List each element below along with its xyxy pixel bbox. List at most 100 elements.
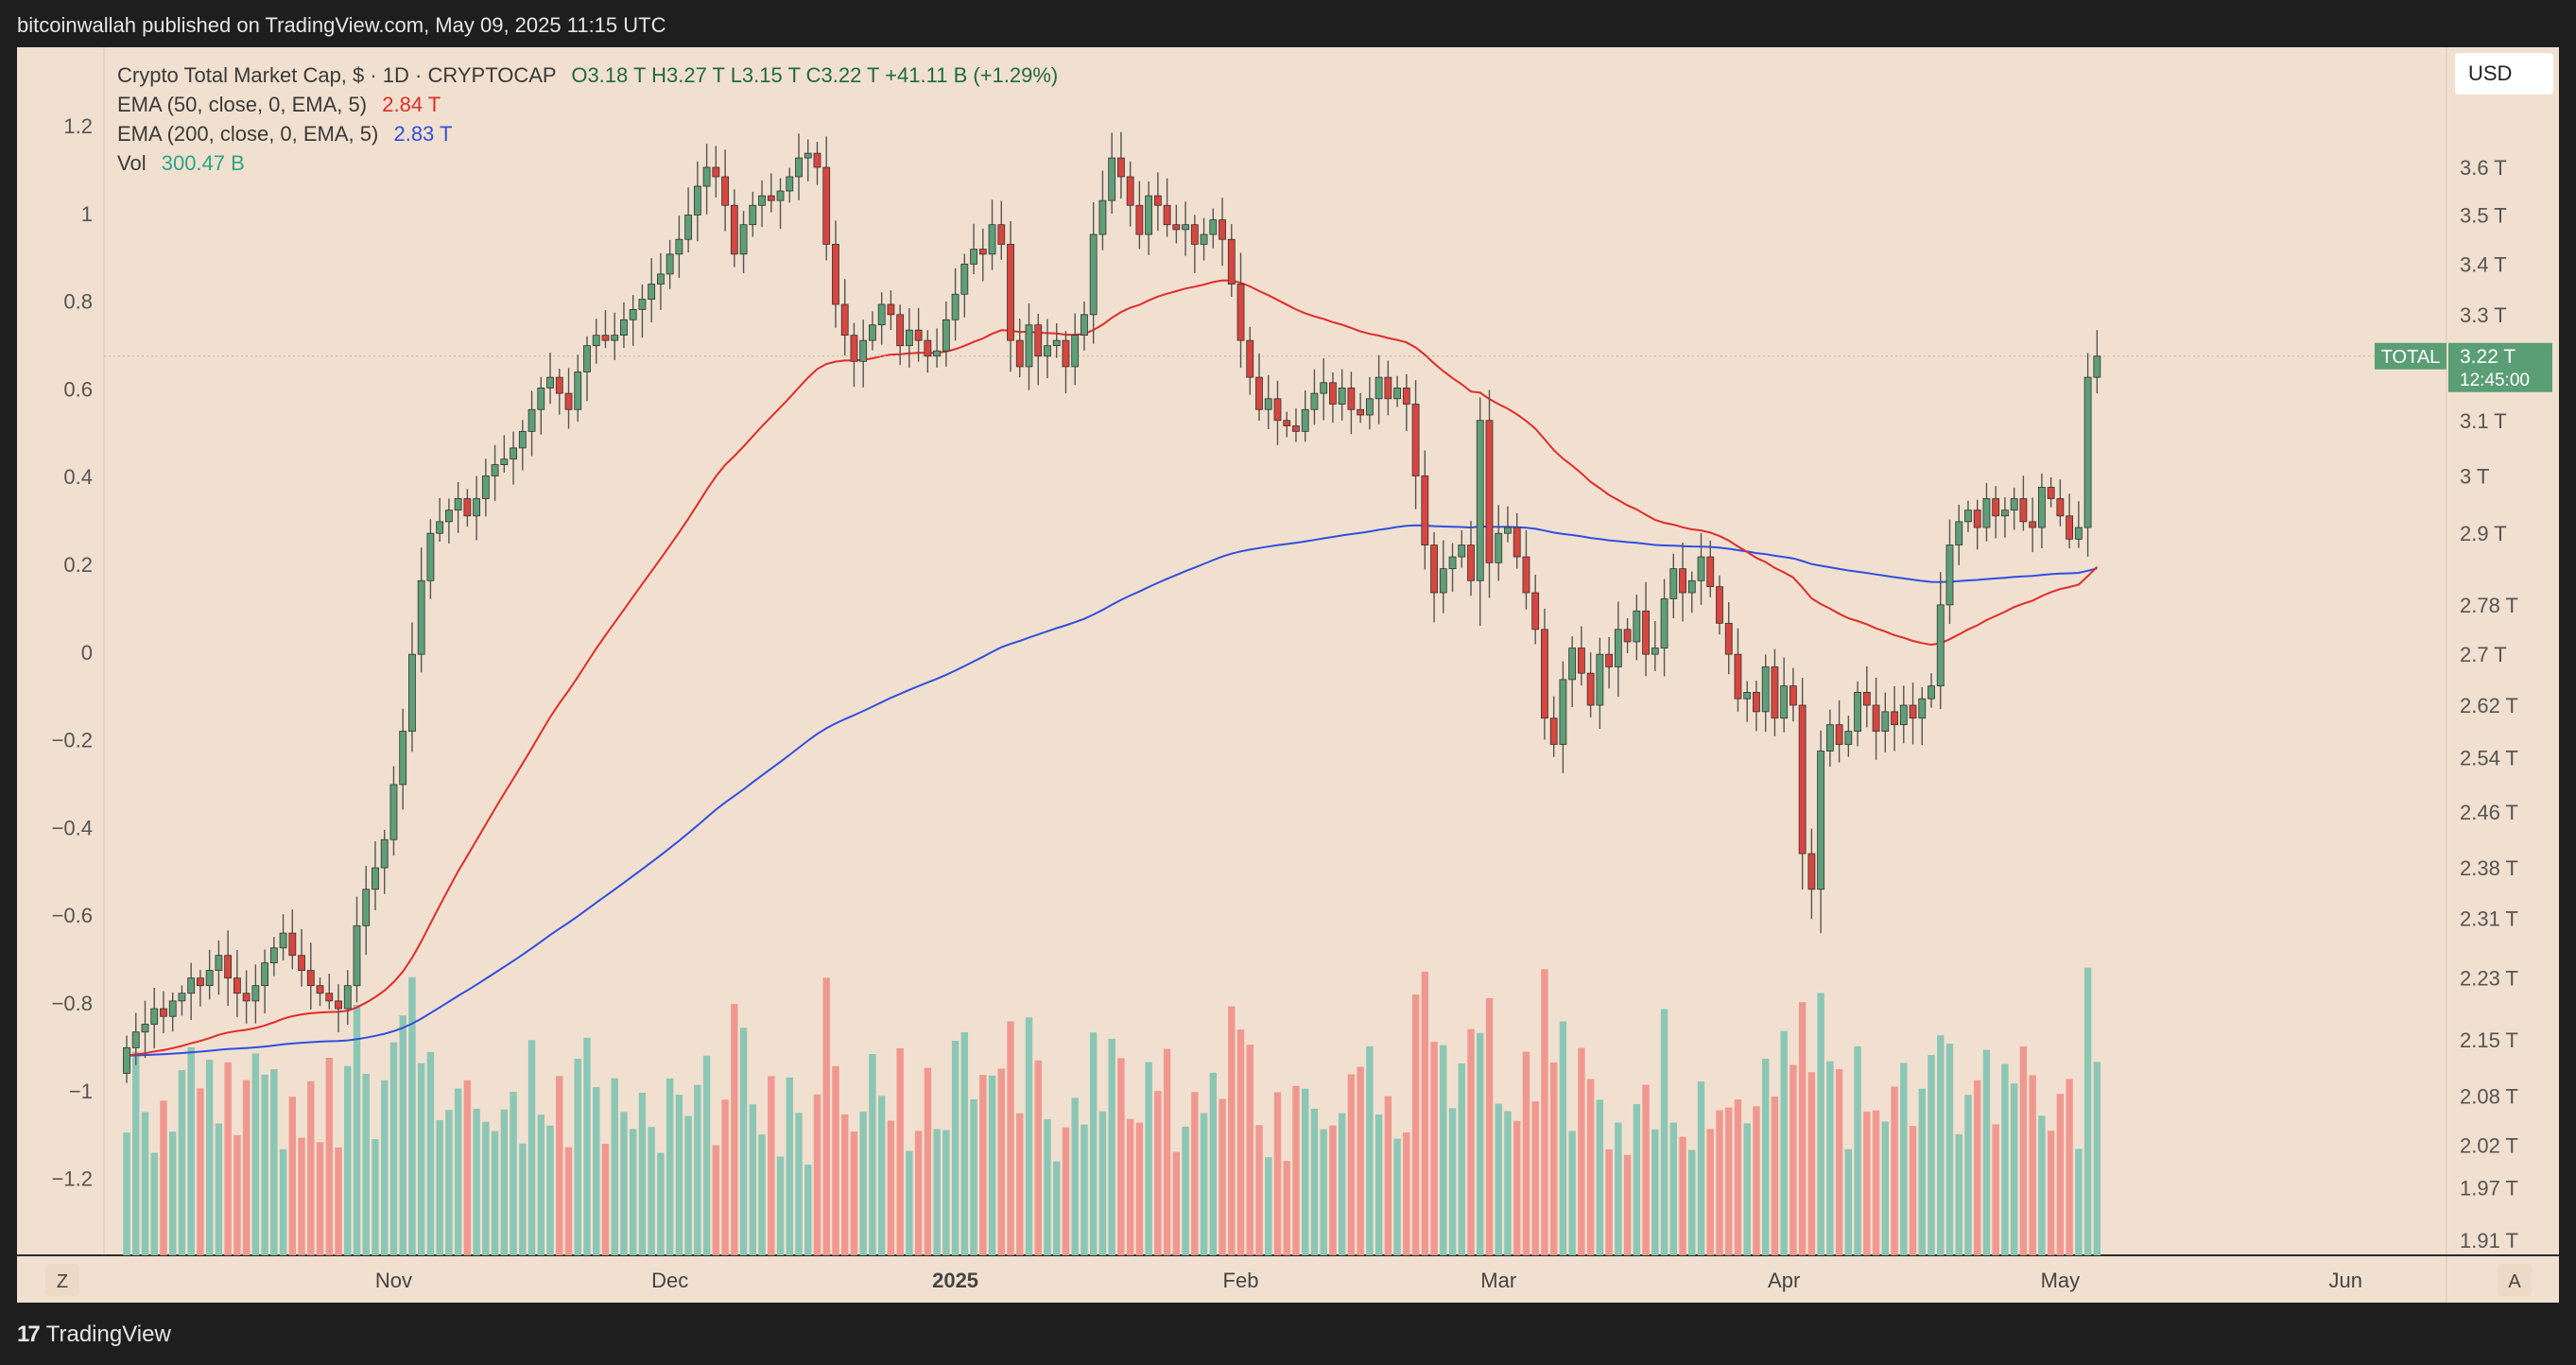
candle-body[interactable] bbox=[1734, 653, 1742, 700]
candle-body[interactable] bbox=[1071, 335, 1080, 368]
candle-body[interactable] bbox=[611, 335, 619, 341]
candle-body[interactable] bbox=[242, 993, 251, 1002]
candle-body[interactable] bbox=[2019, 498, 2028, 523]
candle-body[interactable] bbox=[1891, 711, 1898, 726]
candle-body[interactable] bbox=[721, 176, 729, 206]
candle-body[interactable] bbox=[380, 838, 389, 869]
candle-body[interactable] bbox=[1614, 629, 1622, 667]
candle-body[interactable] bbox=[840, 303, 849, 337]
candle-body[interactable] bbox=[2029, 521, 2037, 528]
candle-body[interactable] bbox=[2010, 498, 2018, 511]
candle-body[interactable] bbox=[372, 867, 379, 890]
candle-body[interactable] bbox=[896, 314, 905, 347]
candle-body[interactable] bbox=[399, 731, 407, 786]
candle-body[interactable] bbox=[2047, 487, 2055, 499]
candle-body[interactable] bbox=[1909, 704, 1917, 719]
candle-body[interactable] bbox=[1697, 556, 1705, 581]
candle-body[interactable] bbox=[2056, 498, 2065, 517]
candle-body[interactable] bbox=[1052, 339, 1061, 347]
candle-body[interactable] bbox=[1044, 345, 1051, 357]
candle-body[interactable] bbox=[813, 152, 821, 168]
candle-body[interactable] bbox=[749, 204, 757, 226]
candle-body[interactable] bbox=[1817, 751, 1825, 890]
candle-body[interactable] bbox=[859, 339, 868, 362]
candle-body[interactable] bbox=[1283, 420, 1291, 426]
candle-body[interactable] bbox=[877, 303, 886, 326]
candle-body[interactable] bbox=[269, 947, 278, 964]
candle-body[interactable] bbox=[1899, 704, 1908, 726]
candle-body[interactable] bbox=[1374, 376, 1383, 400]
legend-ema200-row[interactable]: EMA (200, close, 0, EMA, 5) 2.83 T bbox=[117, 119, 1058, 148]
candle-body[interactable] bbox=[960, 263, 969, 295]
candle-body[interactable] bbox=[1393, 388, 1402, 400]
candle-body[interactable] bbox=[178, 993, 186, 1002]
candle-body[interactable] bbox=[1439, 568, 1447, 594]
candle-body[interactable] bbox=[1062, 339, 1070, 368]
candle-body[interactable] bbox=[739, 224, 748, 255]
candle-body[interactable] bbox=[924, 339, 932, 357]
candle-body[interactable] bbox=[564, 392, 573, 410]
candle-body[interactable] bbox=[648, 284, 656, 301]
candle-body[interactable] bbox=[131, 1031, 140, 1048]
candle-body[interactable] bbox=[1411, 404, 1420, 476]
candle-body[interactable] bbox=[2083, 376, 2092, 528]
candle-body[interactable] bbox=[951, 293, 960, 320]
candle-body[interactable] bbox=[1384, 376, 1392, 400]
candle-body[interactable] bbox=[555, 376, 563, 394]
candle-body[interactable] bbox=[150, 1008, 159, 1025]
candle-body[interactable] bbox=[2066, 515, 2074, 540]
candle-body[interactable] bbox=[1854, 691, 1861, 732]
candle-body[interactable] bbox=[1476, 420, 1484, 581]
candle-body[interactable] bbox=[1835, 724, 1843, 745]
candle-body[interactable] bbox=[261, 962, 269, 987]
candle-body[interactable] bbox=[1596, 653, 1604, 706]
candle-body[interactable] bbox=[767, 195, 775, 201]
candle-body[interactable] bbox=[1872, 704, 1880, 732]
candle-body[interactable] bbox=[1421, 475, 1429, 545]
candle-body[interactable] bbox=[786, 176, 794, 192]
candle-body[interactable] bbox=[123, 1046, 130, 1074]
candle-body[interactable] bbox=[1568, 648, 1577, 681]
price-chart[interactable]: 1.2 1 0.8 0.6 0.4 0.2 0 −0.2 −0.4 −0.6 −0.8 −1 −1.2 3… bbox=[17, 47, 2559, 1303]
candle-body[interactable] bbox=[1706, 556, 1715, 588]
candle-body[interactable] bbox=[1771, 666, 1779, 719]
candle-body[interactable] bbox=[1485, 420, 1494, 563]
candle-body[interactable] bbox=[1430, 544, 1438, 594]
candle-body[interactable] bbox=[353, 924, 361, 987]
candle-body[interactable] bbox=[1881, 711, 1890, 732]
candle-body[interactable] bbox=[362, 889, 371, 926]
candle-body[interactable] bbox=[205, 970, 214, 987]
candle-body[interactable] bbox=[1034, 324, 1043, 357]
candle-body[interactable] bbox=[463, 498, 472, 517]
candle-body[interactable] bbox=[1605, 653, 1614, 667]
symbol-label[interactable]: Crypto Total Market Cap, $ · 1D · CRYPTO… bbox=[117, 63, 557, 87]
candle-body[interactable] bbox=[215, 955, 223, 972]
candle-body[interactable] bbox=[1089, 233, 1098, 316]
candle-body[interactable] bbox=[1862, 691, 1871, 706]
candle-body[interactable] bbox=[288, 932, 297, 957]
candle-body[interactable] bbox=[1255, 376, 1263, 410]
candle-body[interactable] bbox=[1586, 672, 1595, 706]
candle-body[interactable] bbox=[1310, 392, 1319, 410]
candle-body[interactable] bbox=[1126, 176, 1134, 206]
candle-body[interactable] bbox=[988, 224, 996, 255]
candle-body[interactable] bbox=[306, 970, 315, 987]
candle-body[interactable] bbox=[804, 152, 812, 159]
candle-body[interactable] bbox=[657, 273, 665, 285]
candle-body[interactable] bbox=[887, 303, 895, 316]
candle-body[interactable] bbox=[141, 1024, 149, 1033]
candle-body[interactable] bbox=[473, 498, 481, 517]
candle-body[interactable] bbox=[1982, 498, 1991, 528]
candle-body[interactable] bbox=[730, 204, 738, 255]
candle-body[interactable] bbox=[1081, 314, 1088, 337]
candle-body[interactable] bbox=[1798, 704, 1807, 855]
candle-body[interactable] bbox=[592, 335, 600, 347]
candle-body[interactable] bbox=[1108, 157, 1116, 201]
candle-body[interactable] bbox=[1992, 498, 2000, 517]
candle-body[interactable] bbox=[1347, 388, 1356, 410]
candle-body[interactable] bbox=[2001, 510, 2009, 517]
candle-body[interactable] bbox=[500, 458, 509, 465]
candle-body[interactable] bbox=[933, 350, 942, 357]
legend-ema50-row[interactable]: EMA (50, close, 0, EMA, 5) 2.84 T bbox=[117, 90, 1058, 119]
candle-body[interactable] bbox=[325, 993, 334, 1002]
